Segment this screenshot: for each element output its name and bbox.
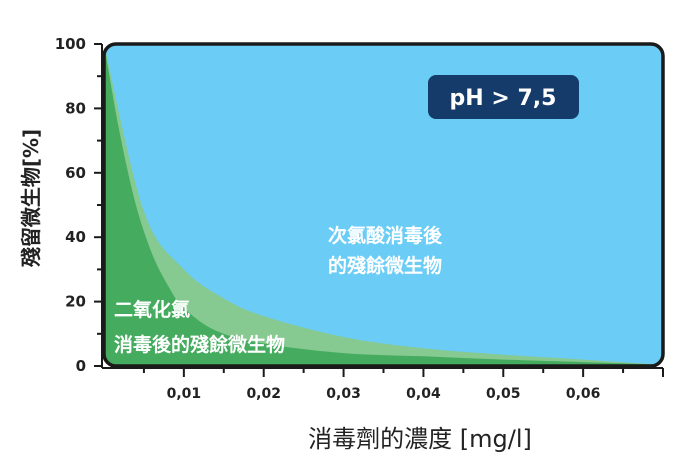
x-tick-label: 0,06 [566,386,601,402]
ph-badge-label: pH > 7,5 [450,86,557,111]
series-dark-green-area [104,44,663,366]
x-tick-label: 0,01 [167,386,202,402]
chlorine-dioxide-label-line2: 消毒後的殘餘微生物 [114,333,285,356]
y-axis-label: 殘留微生物[%] [19,129,43,267]
y-axis-ticks: 0 20 40 60 80 100 [55,35,102,375]
x-axis-ticks: 0,01 0,02 0,03 0,04 0,05 0,06 [142,368,664,402]
ph-badge-background [428,75,579,119]
y-tick-label: 80 [65,99,86,117]
chlorine-dioxide-label-line1: 二氧化氯 [114,298,190,321]
x-tick-label: 0,04 [406,386,441,402]
hypochlorous-label-line2: 的殘餘微生物 [328,254,442,277]
y-tick-label: 0 [76,357,86,375]
y-tick-label: 20 [65,293,86,311]
plot-border [102,42,665,368]
plot-area [104,44,663,366]
x-axis-label: 消毒劑的濃度 [mg/l] [308,425,532,453]
y-tick-label: 100 [55,35,86,53]
x-tick-label: 0,03 [326,386,361,402]
x-tick-label: 0,05 [486,386,521,402]
x-tick-label: 0,02 [246,386,281,402]
y-tick-label: 60 [65,164,86,182]
y-tick-label: 40 [65,228,86,246]
hypochlorous-label-line1: 次氯酸消毒後 [328,224,443,247]
ph-badge: pH > 7,5 [428,75,579,119]
